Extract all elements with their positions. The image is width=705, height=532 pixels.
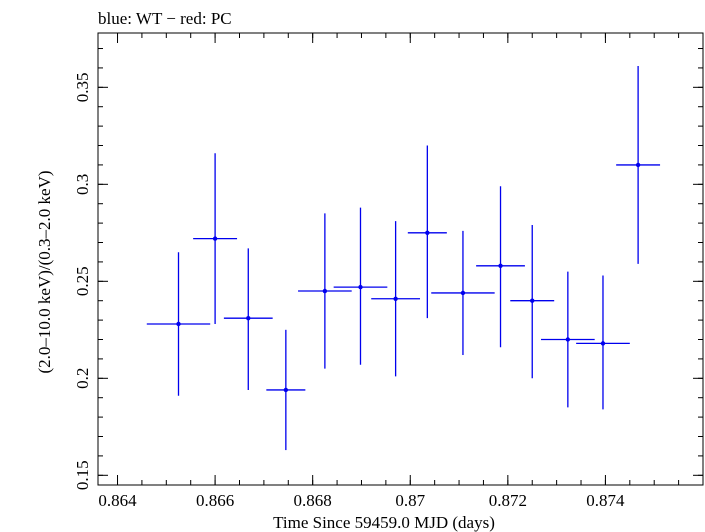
point-marker — [246, 315, 251, 321]
x-tick-label: 0.866 — [196, 491, 234, 510]
data-point — [146, 252, 211, 396]
data-point — [576, 275, 630, 410]
data-point — [298, 213, 352, 369]
data-point — [616, 65, 661, 264]
point-marker — [322, 288, 328, 294]
y-axis-label: (2.0–10.0 keV)/(0.3–2.0 keV) — [35, 170, 54, 373]
y-tick-label: 0.25 — [73, 266, 92, 296]
x-tick-label: 0.868 — [294, 491, 332, 510]
point-marker — [283, 387, 289, 393]
y-tick-label: 0.15 — [73, 460, 92, 490]
data-point — [333, 207, 388, 365]
x-tick-label: 0.864 — [98, 491, 137, 510]
data-point — [476, 186, 525, 348]
data-points — [146, 65, 661, 451]
data-point — [371, 221, 421, 377]
point-marker — [358, 284, 363, 290]
x-tick-label: 0.87 — [395, 491, 425, 510]
point-marker — [425, 230, 430, 236]
data-point — [510, 225, 555, 379]
point-marker — [635, 162, 641, 168]
data-point — [431, 230, 495, 356]
data-point — [223, 248, 273, 390]
point-marker — [565, 337, 571, 342]
point-marker — [498, 263, 503, 268]
point-marker — [600, 341, 606, 346]
x-tick-label: 0.872 — [489, 491, 527, 510]
y-tick-label: 0.2 — [73, 368, 92, 389]
chart-title: blue: WT − red: PC — [98, 9, 232, 28]
y-tick-label: 0.35 — [73, 72, 92, 102]
point-marker — [460, 290, 466, 296]
x-tick-label: 0.874 — [586, 491, 625, 510]
point-marker — [530, 298, 535, 303]
data-point — [266, 329, 306, 451]
x-axis-label: Time Since 59459.0 MJD (days) — [273, 513, 495, 532]
point-marker — [176, 321, 181, 327]
plot-frame — [97, 32, 704, 486]
data-point — [407, 145, 447, 319]
point-marker — [212, 236, 218, 241]
data-point — [193, 153, 238, 324]
axes: 0.864 0.866 0.868 0.87 0.872 0.874 0.15 0.2 0.25… — [73, 32, 704, 510]
y-tick-label: 0.3 — [73, 174, 92, 195]
data-point — [541, 271, 595, 408]
point-marker — [393, 296, 398, 301]
